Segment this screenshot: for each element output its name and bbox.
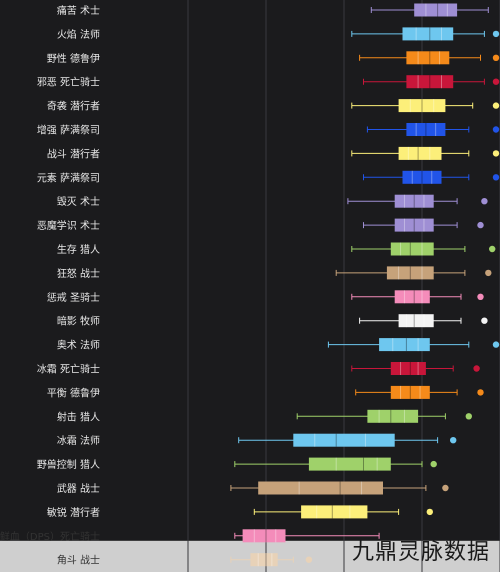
box (293, 433, 395, 447)
outlier-point (477, 389, 484, 396)
category-label: 火焰 法师 (57, 28, 100, 41)
category-label: 角斗 战士 (57, 554, 100, 567)
outlier-point (442, 484, 449, 492)
category-label: 冰霜 法师 (57, 434, 100, 447)
category-label: 野兽控制 猎人 (37, 458, 100, 471)
box (398, 99, 446, 113)
box (390, 385, 430, 399)
outlier-point (492, 150, 500, 157)
outlier-point (492, 30, 500, 38)
category-label: 元素 萨满祭司 (37, 171, 100, 184)
outlier-point (473, 365, 480, 372)
box (406, 51, 450, 65)
box (258, 481, 383, 495)
category-label: 邪恶 死亡骑士 (37, 76, 100, 89)
outlier-point (492, 102, 500, 109)
box (250, 553, 278, 567)
box (390, 362, 426, 375)
outlier-point (489, 245, 496, 253)
category-label: 暗影 牧师 (57, 315, 100, 328)
category-label: 冰霜 死亡骑士 (37, 363, 100, 376)
box (398, 146, 442, 160)
category-label: 惩戒 圣骑士 (47, 291, 100, 304)
outlier-point (426, 508, 433, 516)
outlier-point (492, 126, 500, 133)
box (398, 314, 434, 328)
box (242, 529, 286, 543)
category-label: 狂怒 战士 (57, 267, 100, 280)
category-label: 生存 猎人 (57, 243, 100, 256)
outlier-point (481, 317, 488, 324)
category-label: 武器 战士 (57, 482, 100, 495)
outlier-point (492, 341, 500, 348)
outlier-point (492, 174, 500, 181)
bottom-band (0, 540, 500, 572)
outlier-point (477, 221, 484, 229)
watermark: 九鼎灵脉数据 (351, 540, 490, 565)
outlier-point (492, 54, 500, 61)
outlier-point (430, 460, 437, 468)
box (379, 338, 430, 352)
outlier-point (477, 293, 484, 300)
box (402, 27, 454, 41)
box (390, 242, 434, 256)
box (394, 194, 434, 208)
category-label: 鲜血（DPS）死亡骑士 (0, 530, 100, 543)
box (301, 505, 368, 519)
box (386, 266, 434, 280)
category-label: 战斗 潜行者 (47, 147, 100, 160)
outlier-point (465, 413, 472, 420)
outlier-point (481, 198, 488, 205)
box (414, 3, 458, 17)
category-label: 增强 萨满祭司 (37, 124, 100, 137)
box (394, 290, 430, 304)
outlier-point (450, 437, 457, 444)
category-label: 痛苦 术士 (57, 4, 100, 17)
box (402, 170, 442, 184)
box (367, 409, 419, 423)
category-label: 敏锐 潜行者 (47, 506, 100, 519)
category-label: 射击 猎人 (57, 410, 100, 423)
category-label: 奥术 法师 (57, 339, 100, 352)
box (308, 457, 391, 471)
box (406, 75, 454, 89)
outlier-point (492, 78, 500, 85)
category-label: 野性 德鲁伊 (47, 52, 100, 65)
category-label: 毁灭 术士 (57, 195, 100, 208)
box (394, 218, 434, 232)
category-label: 奇袭 潜行者 (47, 100, 100, 113)
box (406, 123, 446, 136)
outlier-point (485, 269, 492, 277)
outlier-point (305, 556, 313, 563)
category-label: 恶魔学识 术士 (37, 219, 100, 232)
category-label: 平衡 德鲁伊 (47, 386, 100, 399)
